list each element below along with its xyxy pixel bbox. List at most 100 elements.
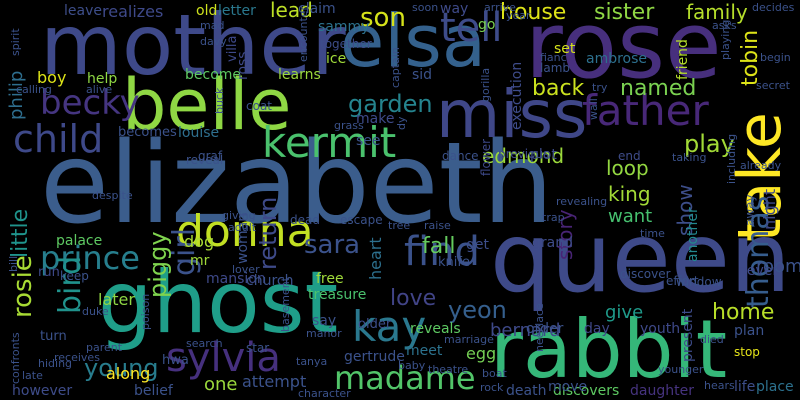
word: dead — [290, 213, 320, 227]
word: one — [204, 374, 238, 395]
word: necklace — [533, 303, 546, 352]
word: search — [186, 337, 223, 350]
word: say — [312, 313, 337, 329]
word: attempt — [242, 372, 307, 391]
word: give — [605, 302, 644, 323]
word: sara — [304, 230, 361, 260]
word: meet — [406, 343, 443, 359]
word: tobin — [738, 29, 763, 86]
word: revealing — [556, 195, 608, 208]
word: return — [254, 196, 282, 270]
word: boy — [37, 68, 67, 87]
word: receives — [54, 351, 100, 364]
word: becky — [40, 83, 140, 123]
word: trap — [542, 211, 565, 224]
word: adult — [228, 221, 257, 234]
word: lead — [270, 0, 313, 22]
word: soon — [412, 1, 439, 14]
word: reveal — [186, 153, 224, 167]
word: father — [582, 86, 709, 135]
word: leave — [64, 3, 102, 19]
word: gertrude — [344, 349, 405, 365]
word: child — [13, 117, 104, 161]
word: asks — [712, 19, 737, 32]
word: davy — [200, 35, 227, 48]
word: young — [84, 354, 159, 382]
word: sid — [412, 67, 433, 83]
word: poison — [139, 293, 152, 330]
word: see — [356, 133, 381, 149]
word: coat — [246, 99, 272, 113]
word: decides — [752, 1, 795, 14]
word: buck — [213, 87, 226, 114]
word: late — [22, 369, 43, 382]
word: play — [684, 130, 735, 158]
word: however — [12, 383, 73, 399]
word: tree — [388, 219, 411, 232]
word: life — [734, 379, 756, 395]
word: go — [478, 17, 496, 33]
word: dance — [442, 149, 479, 163]
word: alive — [86, 83, 113, 96]
word: reveals — [410, 321, 461, 337]
word: kermit — [262, 118, 397, 167]
word: king — [608, 182, 651, 206]
word: together — [320, 37, 372, 51]
word: room — [756, 256, 800, 277]
word: along — [106, 364, 151, 383]
word: fall — [422, 234, 456, 259]
word: turn — [40, 329, 67, 344]
word: place — [756, 379, 794, 395]
word: sammy — [318, 19, 370, 35]
word: friend — [675, 39, 691, 80]
word: end — [618, 149, 641, 163]
word: lover — [232, 263, 260, 276]
word: back — [532, 76, 585, 101]
word: duke — [82, 305, 109, 318]
word: treasure — [308, 287, 367, 303]
word: tell — [440, 5, 503, 51]
word: effort — [666, 274, 699, 288]
word: stop — [734, 345, 760, 359]
word: sister — [594, 0, 655, 25]
word: spirit — [9, 28, 22, 56]
word: youth — [640, 321, 681, 337]
word: flower — [479, 138, 493, 176]
word: heart — [366, 237, 385, 280]
word: confronts — [9, 332, 22, 384]
word: plan — [734, 323, 765, 339]
word: died — [700, 333, 724, 346]
word: miss — [436, 76, 588, 153]
word: son — [360, 3, 406, 33]
word: ghost — [98, 253, 339, 353]
word: parent — [86, 341, 123, 354]
word: captain — [389, 47, 402, 88]
word: plot — [530, 147, 557, 163]
word: mansion — [206, 271, 266, 287]
word: become — [185, 67, 242, 83]
word: little — [8, 208, 33, 258]
word: escape — [340, 213, 383, 227]
word: tanya — [296, 355, 328, 368]
word: love — [390, 286, 437, 311]
word: church — [246, 273, 294, 289]
word: keep — [60, 269, 89, 283]
word: older — [358, 317, 392, 332]
word: garden — [348, 90, 433, 118]
word: graf — [198, 149, 223, 163]
word: gorilla — [479, 67, 492, 102]
word: including — [725, 133, 738, 184]
word: loop — [606, 156, 649, 180]
word: old — [196, 3, 218, 19]
word: letter — [218, 3, 256, 19]
word: free — [316, 271, 344, 287]
word: execution — [509, 61, 525, 130]
word: discover — [620, 267, 671, 281]
word: mr — [190, 253, 210, 269]
word: secret — [756, 79, 790, 92]
word: bill — [7, 255, 20, 272]
word: star — [246, 341, 270, 355]
word: manor — [306, 327, 342, 340]
word: rose — [525, 0, 722, 99]
